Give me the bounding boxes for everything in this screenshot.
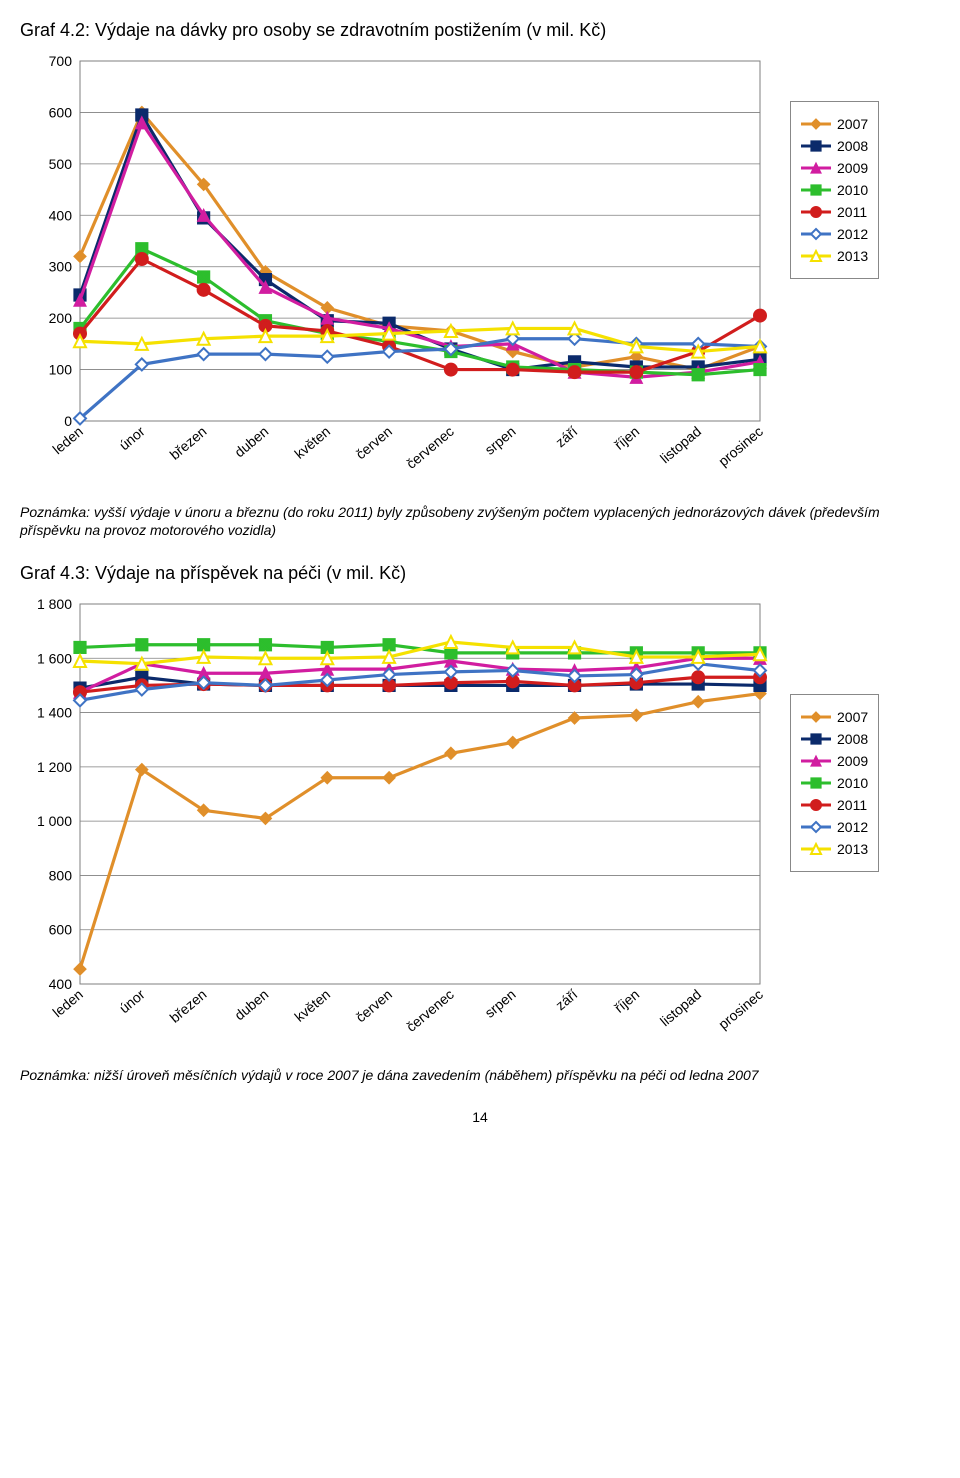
svg-text:300: 300 [49,259,73,275]
svg-text:400: 400 [49,976,73,992]
page-number: 14 [20,1109,940,1125]
legend-item-2012: 2012 [801,819,868,835]
svg-text:600: 600 [49,104,73,120]
svg-text:září: září [552,986,580,1013]
svg-text:červenec: červenec [403,986,457,1035]
legend-label: 2010 [837,775,868,791]
svg-text:600: 600 [49,922,73,938]
svg-text:1 800: 1 800 [37,596,72,612]
legend-label: 2011 [837,204,867,220]
svg-text:duben: duben [231,423,271,460]
svg-text:srpen: srpen [482,986,519,1021]
legend-label: 2008 [837,731,868,747]
chart1-note: Poznámka: vyšší výdaje v únoru a březnu … [20,503,940,539]
svg-text:1 600: 1 600 [37,651,72,667]
svg-text:400: 400 [49,207,73,223]
svg-text:800: 800 [49,868,73,884]
svg-text:700: 700 [49,53,73,69]
svg-text:listopad: listopad [657,986,704,1029]
svg-text:březen: březen [166,986,209,1026]
chart1-title: Graf 4.2: Výdaje na dávky pro osoby se z… [20,20,940,41]
legend-label: 2008 [837,138,868,154]
legend-item-2012: 2012 [801,226,868,242]
legend-item-2008: 2008 [801,138,868,154]
chart1-plot: 0100200300400500600700ledenúnorbřezendub… [20,51,780,491]
legend-label: 2007 [837,116,868,132]
legend-item-2008: 2008 [801,731,868,747]
legend-label: 2012 [837,226,868,242]
svg-text:prosinec: prosinec [715,986,766,1032]
chart2-plot: 4006008001 0001 2001 4001 6001 800ledenú… [20,594,780,1054]
legend-item-2007: 2007 [801,709,868,725]
svg-text:1 200: 1 200 [37,759,72,775]
svg-text:květen: květen [291,986,333,1025]
chart2-title: Graf 4.3: Výdaje na příspěvek na péči (v… [20,563,940,584]
chart2-wrap: 4006008001 0001 2001 4001 6001 800ledenú… [20,594,940,1054]
legend-label: 2013 [837,841,868,857]
legend-item-2013: 2013 [801,248,868,264]
legend-item-2009: 2009 [801,753,868,769]
legend-item-2013: 2013 [801,841,868,857]
svg-text:1 400: 1 400 [37,705,72,721]
svg-text:prosinec: prosinec [715,423,766,469]
legend-item-2009: 2009 [801,160,868,176]
legend-label: 2007 [837,709,868,725]
legend-label: 2012 [837,819,868,835]
legend-item-2007: 2007 [801,116,868,132]
svg-text:březen: březen [166,423,209,463]
legend-item-2010: 2010 [801,775,868,791]
legend-label: 2010 [837,182,868,198]
svg-text:červenec: červenec [403,423,457,472]
svg-text:100: 100 [49,362,73,378]
svg-text:200: 200 [49,310,73,326]
chart2-legend: 2007 2008 2009 2010 2011 2012 2013 [790,694,879,872]
svg-text:duben: duben [231,986,271,1023]
chart2-note: Poznámka: nižší úroveň měsíčních výdajů … [20,1066,940,1084]
svg-text:1 000: 1 000 [37,814,72,830]
legend-label: 2009 [837,753,868,769]
svg-text:říjen: říjen [611,986,642,1016]
legend-label: 2009 [837,160,868,176]
legend-label: 2013 [837,248,868,264]
svg-text:září: září [552,423,580,450]
svg-text:500: 500 [49,156,73,172]
legend-item-2010: 2010 [801,182,868,198]
svg-text:říjen: říjen [611,423,642,453]
svg-text:únor: únor [116,986,148,1016]
svg-text:únor: únor [116,423,148,453]
chart1-wrap: 0100200300400500600700ledenúnorbřezendub… [20,51,940,491]
svg-text:květen: květen [291,423,333,462]
svg-text:červen: červen [353,423,395,462]
svg-text:listopad: listopad [657,423,704,466]
legend-item-2011: 2011 [801,797,868,813]
svg-text:červen: červen [353,986,395,1025]
svg-text:srpen: srpen [482,423,519,458]
legend-item-2011: 2011 [801,204,868,220]
chart1-legend: 2007 2008 2009 2010 2011 2012 2013 [790,101,879,279]
legend-label: 2011 [837,797,867,813]
